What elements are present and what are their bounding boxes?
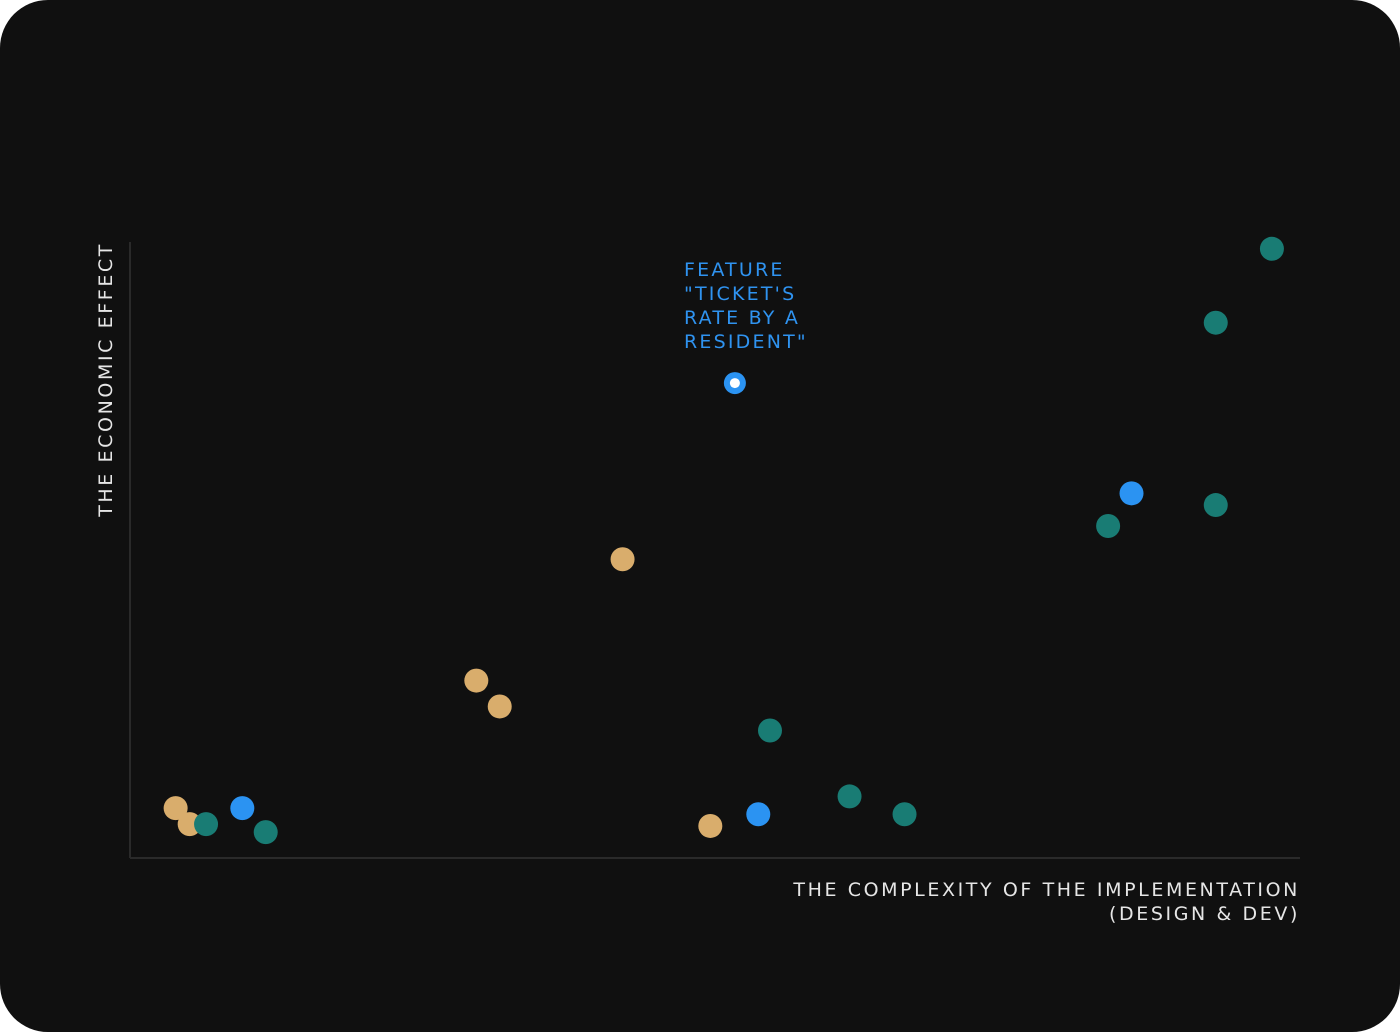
data-point-teal <box>837 784 862 809</box>
data-point-tan <box>464 668 489 693</box>
data-point-blue <box>1119 481 1144 506</box>
data-point-tan <box>487 694 512 719</box>
data-point-teal <box>1203 493 1228 518</box>
data-point-teal <box>1259 236 1284 261</box>
y-axis-label: THE ECONOMIC EFFECT <box>95 242 117 518</box>
data-point-teal <box>892 802 917 827</box>
data-points <box>163 236 1284 845</box>
annotation-line-2: "TICKET'S <box>684 283 796 305</box>
highlighted-feature: FEATURE "TICKET'S RATE BY A RESIDENT" <box>684 259 808 395</box>
data-point-teal <box>194 812 219 837</box>
x-axis-label-line-2: (DESIGN & DEV) <box>1109 903 1300 925</box>
data-point-tan <box>698 813 723 838</box>
data-point-blue <box>746 802 771 827</box>
data-point-teal <box>757 718 782 743</box>
data-point-tan <box>610 547 635 572</box>
annotation-line-1: FEATURE <box>684 259 785 281</box>
data-point-teal <box>1203 310 1228 335</box>
data-point-teal <box>253 820 278 845</box>
data-point-tan <box>163 796 188 821</box>
data-point-teal <box>1096 513 1121 538</box>
data-point-blue <box>230 796 255 821</box>
annotation-line-3: RATE BY A <box>684 307 800 329</box>
highlighted-point-center <box>729 378 740 389</box>
x-axis-label-line-1: THE COMPLEXITY OF THE IMPLEMENTATION <box>792 879 1300 901</box>
annotation-line-4: RESIDENT" <box>684 331 808 353</box>
